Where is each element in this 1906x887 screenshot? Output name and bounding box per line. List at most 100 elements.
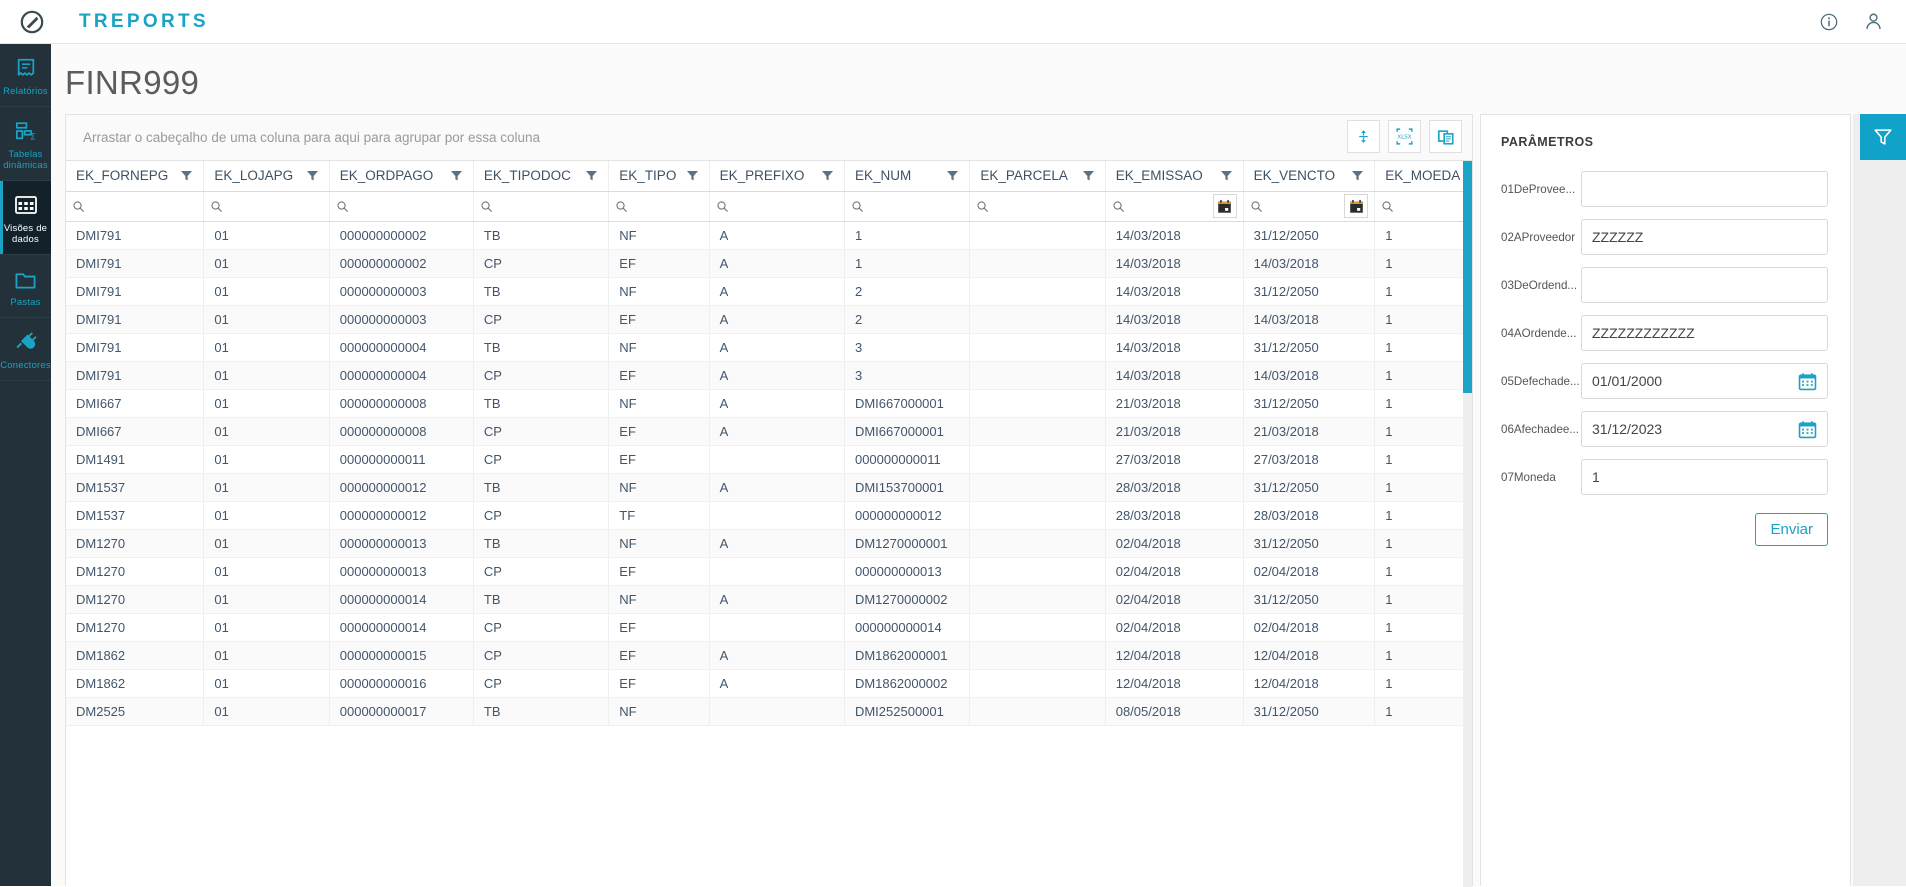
sidebar-item-relatorios[interactable]: Relatórios bbox=[0, 44, 51, 107]
column-filter-cell-ek-moeda[interactable] bbox=[1374, 191, 1472, 222]
submit-button[interactable]: Enviar bbox=[1755, 513, 1828, 546]
column-search-icon[interactable] bbox=[210, 200, 223, 213]
column-header-ek-num[interactable]: EK_NUM bbox=[844, 161, 971, 192]
cell-ek-lojapg: 01 bbox=[203, 277, 330, 306]
column-filter-cell-ek-num[interactable] bbox=[844, 191, 971, 222]
column-header-ek-vencto[interactable]: EK_VENCTO bbox=[1243, 161, 1376, 192]
column-search-icon[interactable] bbox=[72, 200, 85, 213]
parameter-input-6[interactable]: 31/12/2023 bbox=[1581, 411, 1828, 447]
column-search-icon[interactable] bbox=[851, 200, 864, 213]
column-filter-button[interactable] bbox=[686, 169, 699, 182]
column-filter-button[interactable] bbox=[1220, 169, 1233, 182]
cell-ek-emissao: 02/04/2018 bbox=[1105, 557, 1244, 586]
column-filter-cell-ek-prefixo[interactable] bbox=[709, 191, 845, 222]
column-filter-button[interactable] bbox=[180, 169, 193, 182]
column-filter-cell-ek-emissao[interactable] bbox=[1105, 191, 1244, 222]
cell-ek-num: DMI667000001 bbox=[844, 417, 971, 446]
column-search-icon[interactable] bbox=[1112, 200, 1125, 213]
parameter-input-5[interactable]: 01/01/2000 bbox=[1581, 363, 1828, 399]
table-row[interactable]: DMI791 01 000000000003 CP EF A 2 14/03/2018 14/0… bbox=[66, 305, 1472, 334]
parameter-input-7[interactable]: 1 bbox=[1581, 459, 1828, 495]
table-row[interactable]: DMI791 01 000000000004 CP EF A 3 14/03/2018 14/0… bbox=[66, 361, 1472, 390]
grid-vertical-scrollbar[interactable] bbox=[1463, 161, 1472, 887]
column-header-ek-parcela[interactable]: EK_PARCELA bbox=[969, 161, 1106, 192]
table-row[interactable]: DM1270 01 000000000013 CP EF 000000000013 02/0… bbox=[66, 557, 1472, 586]
column-filter-button[interactable] bbox=[821, 169, 834, 182]
column-filter-button[interactable] bbox=[1351, 169, 1364, 182]
table-row[interactable]: DM1270 01 000000000013 TB NF A DM1270000001 02/… bbox=[66, 529, 1472, 558]
cell-ek-emissao: 27/03/2018 bbox=[1105, 445, 1244, 474]
column-search-icon[interactable] bbox=[1250, 200, 1263, 213]
column-search-icon[interactable] bbox=[615, 200, 628, 213]
parameter-input-4[interactable]: ZZZZZZZZZZZZ bbox=[1581, 315, 1828, 351]
parameter-input-3[interactable] bbox=[1581, 267, 1828, 303]
sidebar-item-conectores[interactable]: Conectores bbox=[0, 318, 51, 381]
table-row[interactable]: DMI791 01 000000000004 TB NF A 3 14/03/2018 31/1… bbox=[66, 333, 1472, 362]
cell-ek-vencto: 31/12/2050 bbox=[1243, 473, 1376, 502]
column-date-picker-button[interactable] bbox=[1344, 194, 1369, 218]
column-header-ek-tipo[interactable]: EK_TIPO bbox=[608, 161, 710, 192]
table-row[interactable]: DM1491 01 000000000011 CP EF 000000000011 27/0… bbox=[66, 445, 1472, 474]
column-filter-cell-ek-lojapg[interactable] bbox=[203, 191, 330, 222]
cell-ek-emissao: 14/03/2018 bbox=[1105, 277, 1244, 306]
column-filter-button[interactable] bbox=[1082, 169, 1095, 182]
group-by-dropzone[interactable]: Arrastar o cabeçalho de uma coluna para … bbox=[66, 115, 1472, 161]
table-row[interactable]: DMI791 01 000000000002 TB NF A 1 14/03/2018 31/1… bbox=[66, 221, 1472, 250]
column-header-ek-emissao[interactable]: EK_EMISSAO bbox=[1105, 161, 1244, 192]
column-filter-button[interactable] bbox=[450, 169, 463, 182]
column-filter-button[interactable] bbox=[946, 169, 959, 182]
parameter-input-1[interactable] bbox=[1581, 171, 1828, 207]
column-filter-cell-ek-vencto[interactable] bbox=[1243, 191, 1376, 222]
column-search-icon[interactable] bbox=[336, 200, 349, 213]
table-row[interactable]: DM1270 01 000000000014 TB NF A DM1270000002 02/… bbox=[66, 585, 1472, 614]
column-filter-button[interactable] bbox=[306, 169, 319, 182]
cell-ek-tipodoc: CP bbox=[473, 557, 610, 586]
magnifier-icon bbox=[852, 200, 863, 212]
table-row[interactable]: DMI667 01 000000000008 TB NF A DMI667000001 21/… bbox=[66, 389, 1472, 418]
column-filter-cell-ek-ordpago[interactable] bbox=[329, 191, 474, 222]
account-icon[interactable] bbox=[1863, 11, 1884, 32]
table-row[interactable]: DM1270 01 000000000014 CP EF 000000000014 02/0… bbox=[66, 613, 1472, 642]
column-header-ek-fornepg[interactable]: EK_FORNEPG bbox=[66, 161, 205, 192]
column-filter-cell-ek-fornepg[interactable] bbox=[66, 191, 205, 222]
column-header-ek-prefixo[interactable]: EK_PREFIXO bbox=[709, 161, 845, 192]
column-search-icon[interactable] bbox=[716, 200, 729, 213]
column-filter-cell-ek-tipo[interactable] bbox=[608, 191, 710, 222]
app-logo[interactable] bbox=[0, 0, 63, 44]
parameter-input-2[interactable]: ZZZZZZ bbox=[1581, 219, 1828, 255]
table-row[interactable]: DMI791 01 000000000003 TB NF A 2 14/03/2018 31/1… bbox=[66, 277, 1472, 306]
column-date-picker-button[interactable] bbox=[1212, 194, 1237, 218]
grid-scrollbar-thumb[interactable] bbox=[1463, 161, 1472, 393]
column-header-ek-moeda[interactable]: EK_MOEDA bbox=[1374, 161, 1472, 192]
column-header-ek-ordpago[interactable]: EK_ORDPAGO bbox=[329, 161, 474, 192]
sidebar-item-tabelas-dinamicas[interactable]: Σ Tabelas dinâmicas bbox=[0, 107, 51, 181]
column-search-icon[interactable] bbox=[1381, 200, 1394, 213]
cell-ek-ordpago: 000000000003 bbox=[329, 277, 474, 306]
export-xlsx-button[interactable]: XLSX bbox=[1388, 120, 1421, 153]
column-filter-button[interactable] bbox=[585, 169, 598, 182]
column-header-ek-tipodoc[interactable]: EK_TIPODOC bbox=[473, 161, 610, 192]
column-header-ek-lojapg[interactable]: EK_LOJAPG bbox=[203, 161, 330, 192]
column-filter-cell-ek-tipodoc[interactable] bbox=[473, 191, 610, 222]
copy-button[interactable] bbox=[1429, 120, 1462, 153]
funnel-icon bbox=[181, 171, 193, 181]
table-row[interactable]: DM1862 01 000000000016 CP EF A DM1862000002 12/… bbox=[66, 669, 1472, 698]
parameter-date-picker-button[interactable] bbox=[1798, 372, 1817, 391]
grid-scroll-viewport[interactable]: EK_FORNEPG EK_LOJAPG EK_ORDPAGO EK_TIPODOC E… bbox=[66, 161, 1472, 885]
column-search-icon[interactable] bbox=[480, 200, 493, 213]
table-row[interactable]: DM1537 01 000000000012 CP TF 000000000012 28/0… bbox=[66, 501, 1472, 530]
sidebar-item-visoes-de-dados[interactable]: Visões de dados bbox=[0, 181, 51, 255]
expand-collapse-button[interactable] bbox=[1347, 120, 1380, 153]
column-search-icon[interactable] bbox=[976, 200, 989, 213]
info-icon[interactable] bbox=[1819, 12, 1839, 32]
sidebar-item-pastas[interactable]: Pastas bbox=[0, 255, 51, 318]
parameter-date-picker-button[interactable] bbox=[1798, 420, 1817, 439]
column-filter-cell-ek-parcela[interactable] bbox=[969, 191, 1106, 222]
table-row[interactable]: DMI791 01 000000000002 CP EF A 1 14/03/2018 14/0… bbox=[66, 249, 1472, 278]
table-row[interactable]: DM1862 01 000000000015 CP EF A DM1862000001 12/… bbox=[66, 641, 1472, 670]
table-row[interactable]: DM1537 01 000000000012 TB NF A DMI153700001 28/… bbox=[66, 473, 1472, 502]
table-row[interactable]: DM2525 01 000000000017 TB NF DMI252500001 08/0… bbox=[66, 697, 1472, 726]
filter-panel-toggle-button[interactable] bbox=[1860, 114, 1906, 160]
cell-ek-num: DM1862000001 bbox=[844, 641, 971, 670]
table-row[interactable]: DMI667 01 000000000008 CP EF A DMI667000001 21/… bbox=[66, 417, 1472, 446]
